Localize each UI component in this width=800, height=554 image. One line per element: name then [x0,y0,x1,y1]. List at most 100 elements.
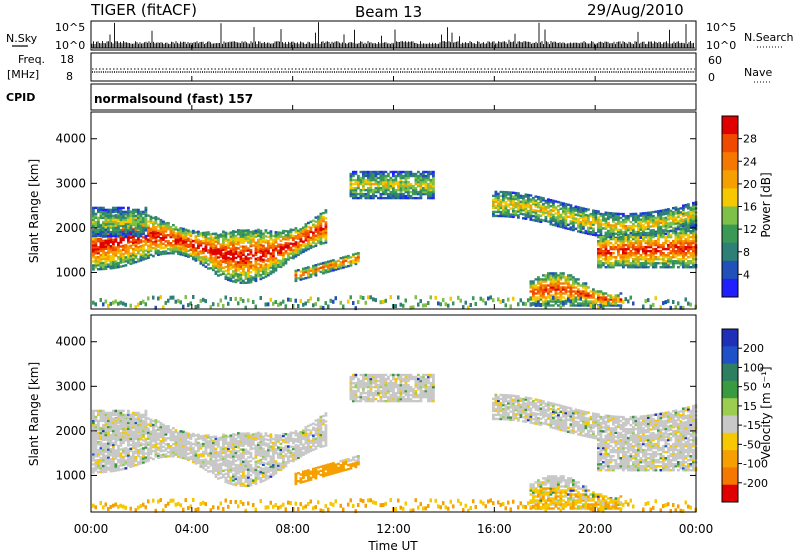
power-cell [624,217,628,220]
power-cell [657,231,660,235]
power-cell [602,294,605,297]
power-cell [307,237,310,241]
power-cell [574,292,578,295]
power-cell [527,193,530,197]
power-cell [652,254,655,257]
power-cell [154,248,158,251]
power-cell [282,231,285,235]
power-cell [549,213,553,216]
power-cell [579,216,583,220]
power-cell [137,210,140,214]
power-cell [309,275,313,278]
power-cell [627,247,630,251]
power-cell [314,228,318,231]
power-cell [689,256,693,259]
power-cell [184,236,188,239]
power-cell [107,237,110,240]
velocity-cell [99,442,103,446]
power-cell [144,257,148,260]
power-cell [277,265,280,268]
power-cell [564,217,568,220]
nave-label: Nave [744,66,772,79]
power-cell [564,225,568,228]
power-cell [132,210,135,214]
power-cell [184,240,188,243]
power-cell [424,192,428,196]
power-cell [682,256,685,259]
power-cell [129,234,133,237]
power-cell [319,234,323,238]
power-cell [149,219,153,222]
power-cell [607,294,610,297]
power-cell [147,248,150,251]
power-cell [609,230,613,233]
power-cell [517,216,520,219]
power-cell [237,301,240,306]
power-cell [324,221,328,224]
power-cell [387,186,390,190]
power-cell [284,244,288,247]
power-cell [109,222,113,226]
velocity-cell [99,466,103,470]
power-cell [622,258,625,261]
velocity-cell [94,465,98,468]
power-cell [517,192,520,195]
power-cell [357,176,360,180]
power-cell [549,223,553,226]
power-cell [239,261,243,264]
power-cell [672,213,675,216]
power-cell [342,264,345,267]
power-cell [139,220,143,224]
power-cell [244,265,248,268]
power-cell [657,214,660,217]
power-cell [492,198,495,202]
power-cell [557,200,560,204]
power-cell [517,200,520,203]
power-cell [92,212,95,216]
power-cell [539,288,543,291]
power-cell [574,221,578,224]
power-colorbar-swatch [722,206,738,226]
power-cell [182,253,185,257]
power-cell [654,264,658,267]
power-cell [297,245,300,248]
power-cell [562,274,565,277]
power-cell [534,205,538,208]
power-cell [652,235,655,239]
power-cell [117,210,120,214]
power-cell [597,234,600,237]
power-cell [414,174,418,178]
power-cell [172,252,175,255]
power-cell [547,212,550,215]
power-cell [647,262,650,265]
power-cell [579,290,583,293]
power-cell [229,267,233,270]
power-cell [567,209,570,212]
power-cell [529,282,533,285]
power-cell [304,245,308,248]
power-cell [584,298,588,301]
power-cell [189,234,193,237]
power-cell [614,214,618,217]
power-cell [669,249,673,253]
power-cell [682,264,685,267]
power-cell [557,219,560,222]
power-cell [414,178,418,182]
power-cell [537,216,540,219]
power-cell [104,230,108,234]
power-cell [602,227,605,230]
power-cell [687,243,690,247]
velocity-cell [94,425,98,429]
power-cell [104,251,108,254]
power-cell [634,224,638,228]
power-cell [184,242,188,245]
power-cell [229,273,233,276]
power-cell [637,239,640,243]
power-cell [682,226,685,229]
power-cell [127,214,130,218]
power-cell [297,237,300,240]
power-cell [134,244,138,248]
power-cell [264,249,268,252]
power-cell [162,252,165,255]
velocity-cell [94,453,98,456]
